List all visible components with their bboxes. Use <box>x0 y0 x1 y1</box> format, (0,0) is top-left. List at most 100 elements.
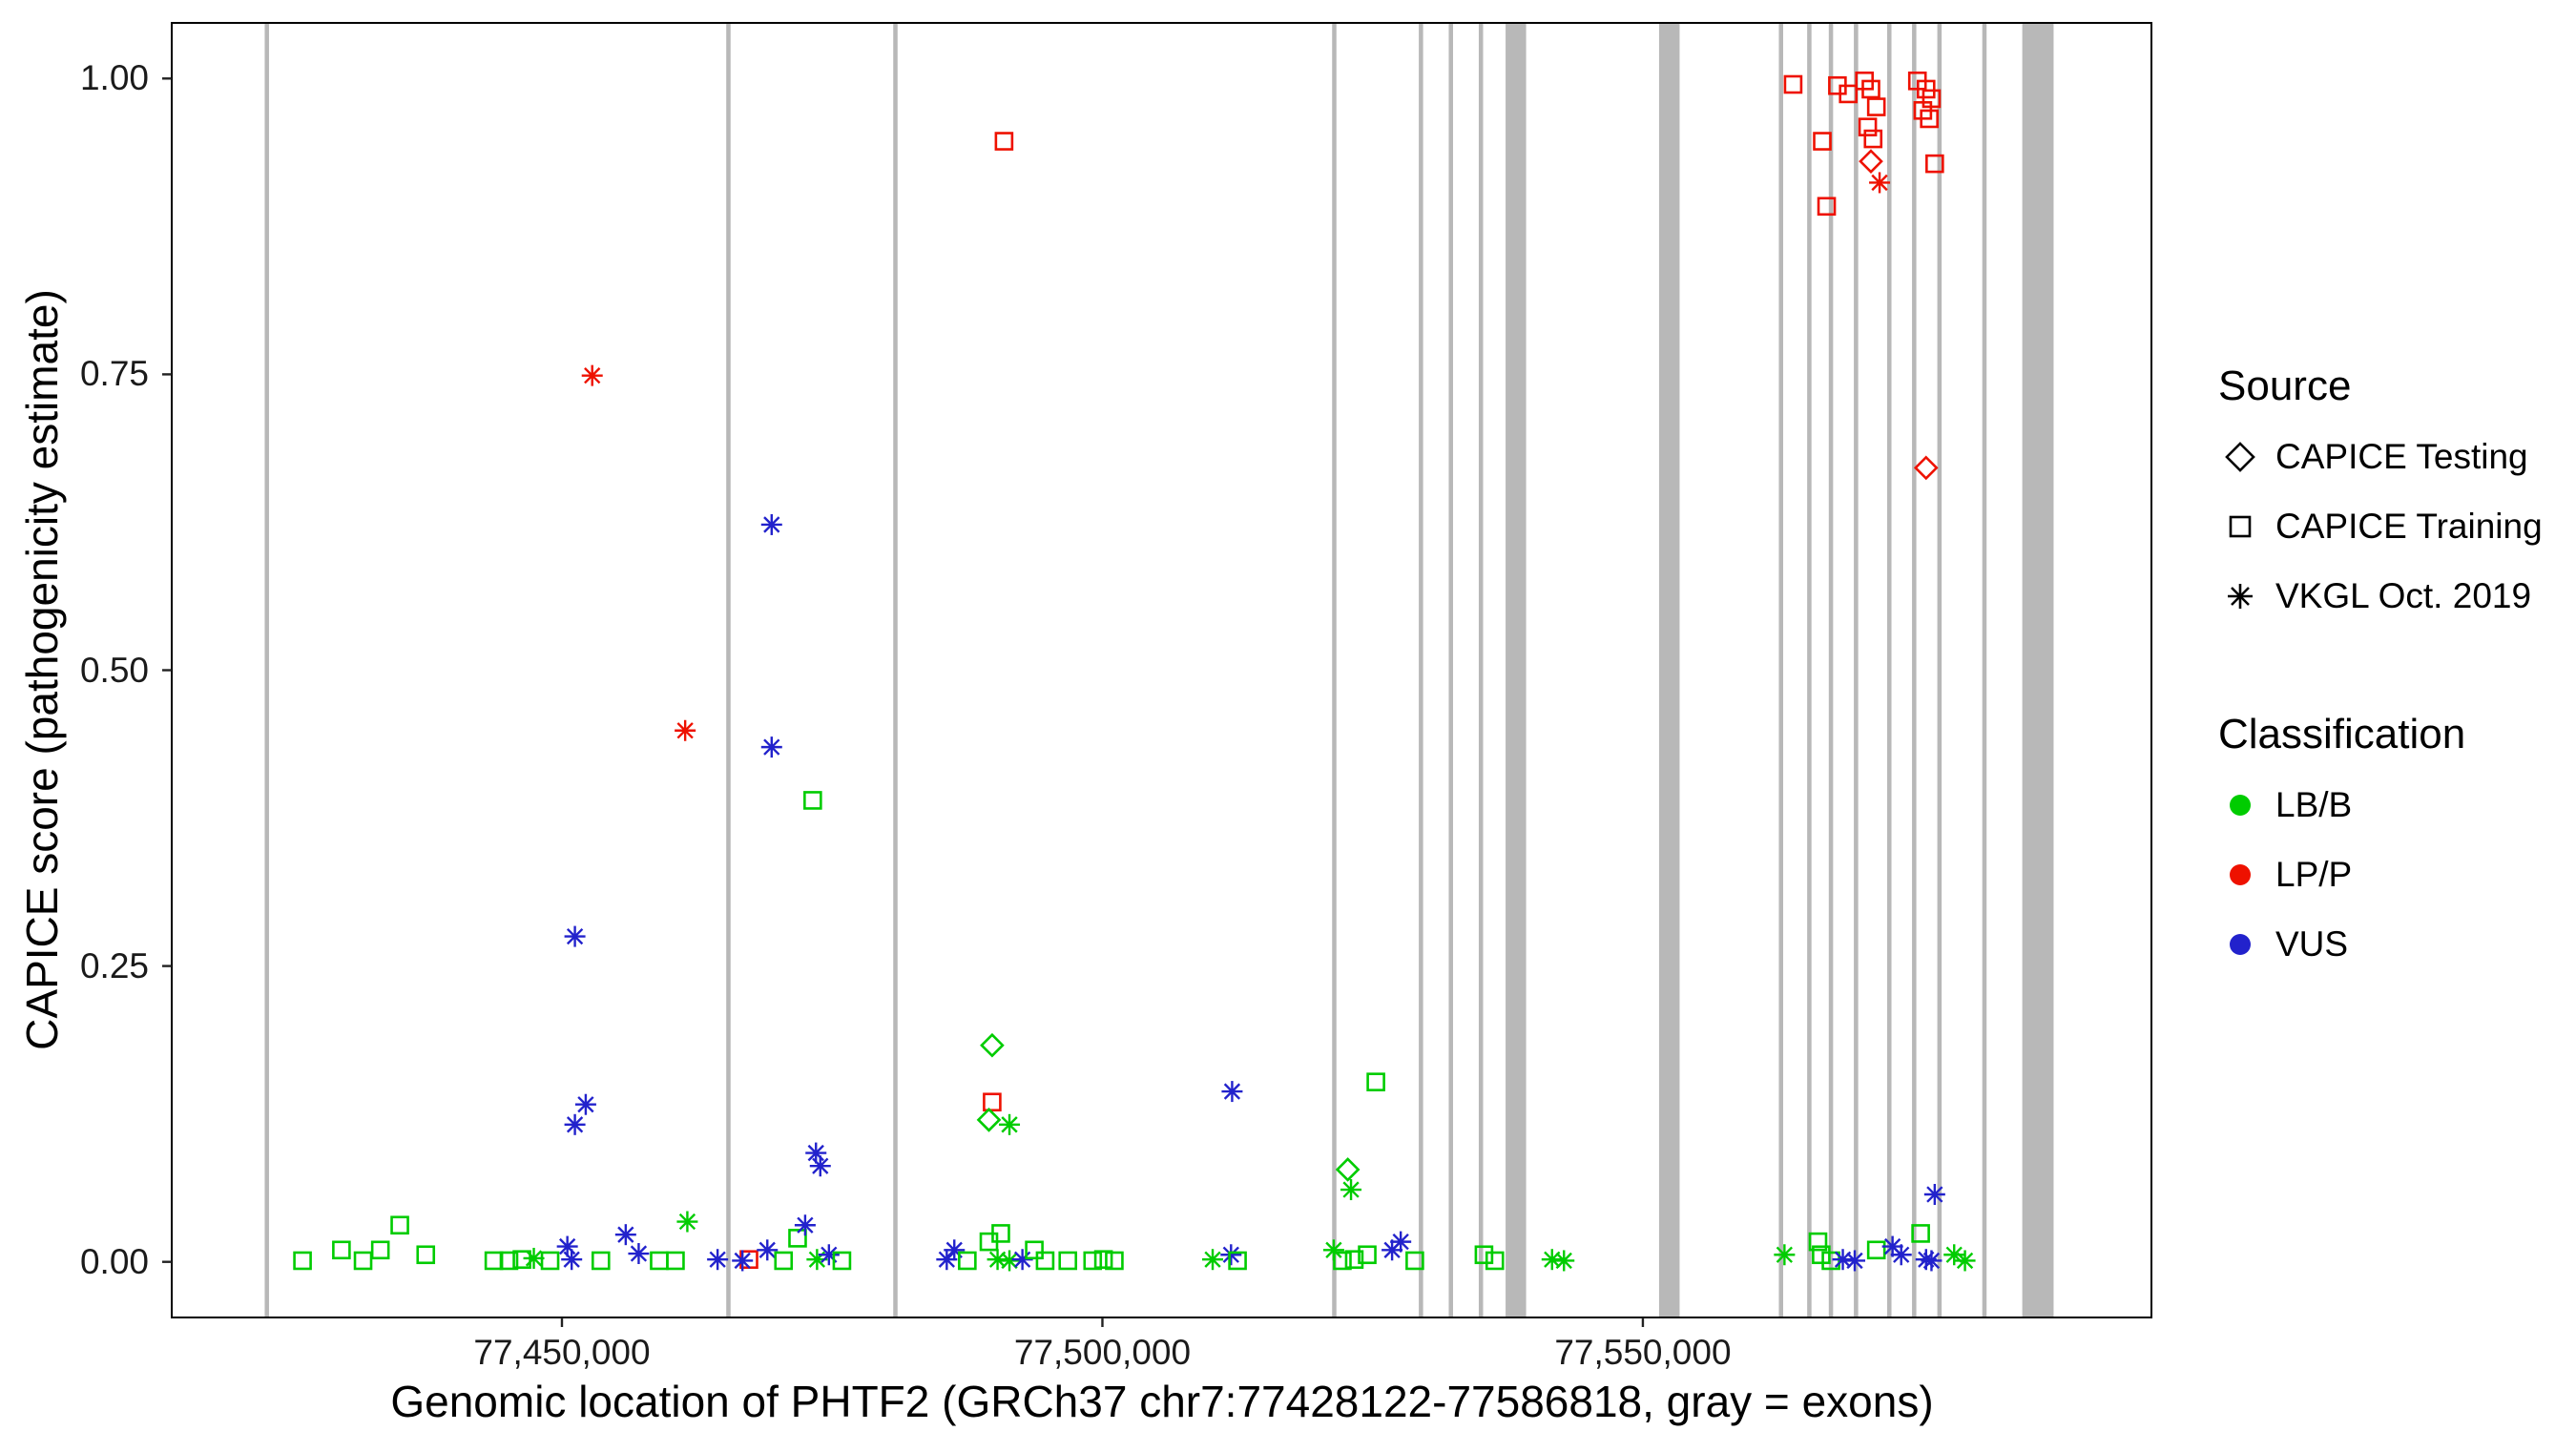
data-point-square <box>1866 1240 1886 1260</box>
data-point-asterisk <box>1220 1244 1242 1266</box>
exon-band <box>1506 23 1527 1317</box>
legend-item-capice-testing: CAPICE Testing <box>2218 422 2571 491</box>
data-point-asterisk <box>794 1214 816 1236</box>
legend-item-vkgl: VKGL Oct. 2019 <box>2218 561 2571 631</box>
data-point-asterisk <box>1011 1249 1033 1271</box>
diamond-icon <box>2218 435 2262 479</box>
data-point-square <box>1025 1240 1044 1260</box>
exon-band <box>1778 23 1784 1317</box>
data-point-square <box>293 1251 312 1271</box>
data-point-square <box>666 1251 685 1271</box>
data-point-asterisk <box>809 1155 831 1177</box>
data-point-square <box>1817 197 1837 217</box>
y-tick-label: 0.25 <box>79 945 149 985</box>
data-point-square <box>1083 1251 1103 1271</box>
data-point-asterisk <box>1921 1250 1942 1272</box>
data-point-square <box>1813 132 1832 151</box>
data-point-square <box>1105 1251 1124 1271</box>
x-tick-label: 77,500,000 <box>1013 1333 1192 1372</box>
data-point-asterisk <box>1923 1183 1945 1205</box>
data-point-square <box>1358 1245 1377 1265</box>
data-point-square <box>1366 1072 1385 1091</box>
exon-band <box>1478 23 1484 1317</box>
data-point-asterisk <box>1890 1244 1912 1266</box>
data-point-square <box>774 1251 794 1271</box>
data-point-asterisk <box>760 513 782 535</box>
data-point-square <box>1911 1224 1930 1243</box>
data-point-asterisk <box>1221 1081 1243 1103</box>
exon-band <box>1828 23 1834 1317</box>
data-point-diamond <box>1913 455 1939 481</box>
data-point-square <box>991 1224 1010 1243</box>
exon-band <box>2022 23 2054 1317</box>
data-point-square <box>1058 1251 1078 1271</box>
exon-band <box>1982 23 1987 1317</box>
data-point-square <box>1863 129 1883 149</box>
data-point-asterisk <box>581 364 603 386</box>
legend-item-lpp: LP/P <box>2218 840 2571 909</box>
data-point-diamond <box>1335 1157 1361 1182</box>
x-tick-label: 77,550,000 <box>1554 1333 1732 1372</box>
legend: Source CAPICE Testing CAPICE Training <box>2218 351 2571 979</box>
red-dot-icon <box>2218 853 2262 897</box>
y-tick-label: 0.50 <box>79 650 149 690</box>
data-point-square <box>788 1229 807 1248</box>
legend-classification-title: Classification <box>2218 711 2466 757</box>
data-point-square <box>1839 84 1859 104</box>
data-point-asterisk <box>1322 1239 1344 1261</box>
y-tick-label: 0.00 <box>79 1241 149 1281</box>
data-point-square <box>1405 1251 1424 1271</box>
data-point-asterisk <box>999 1113 1021 1135</box>
legend-item-label: VUS <box>2275 923 2349 964</box>
data-point-asterisk <box>707 1249 729 1271</box>
data-point-asterisk <box>564 1113 586 1135</box>
data-point-square <box>983 1092 1002 1112</box>
legend-item-vus: VUS <box>2218 909 2571 979</box>
legend-item-label: LP/P <box>2275 854 2353 894</box>
y-tick-label: 0.75 <box>79 354 149 394</box>
data-point-square <box>1925 154 1944 174</box>
data-point-square <box>332 1240 351 1260</box>
data-point-asterisk <box>818 1244 840 1266</box>
data-point-asterisk <box>936 1249 958 1271</box>
data-point-square <box>994 132 1014 151</box>
exon-band <box>1658 23 1680 1317</box>
exon-band <box>264 23 269 1317</box>
x-tick-label: 77,450,000 <box>473 1333 651 1372</box>
data-point-asterisk <box>676 1211 698 1233</box>
data-point-asterisk <box>614 1224 636 1246</box>
data-point-asterisk <box>675 719 696 741</box>
data-point-asterisk <box>1202 1249 1224 1271</box>
data-point-square <box>484 1251 504 1271</box>
data-point-square <box>370 1240 390 1260</box>
data-point-square <box>1916 79 1936 99</box>
data-point-asterisk <box>1844 1250 1866 1272</box>
data-point-asterisk <box>944 1239 966 1261</box>
legend-item-capice-training: CAPICE Training <box>2218 491 2571 561</box>
data-point-square <box>1344 1250 1364 1270</box>
data-point-asterisk <box>1954 1250 1976 1272</box>
blue-dot-icon <box>2218 923 2262 966</box>
exon-band <box>1419 23 1423 1317</box>
data-point-square <box>540 1251 560 1271</box>
data-point-square <box>353 1251 373 1271</box>
y-tick-label: 1.00 <box>79 58 149 98</box>
data-point-diamond <box>976 1108 1002 1132</box>
exon-band <box>1937 23 1942 1317</box>
exon-band <box>1448 23 1454 1317</box>
data-point-square <box>958 1251 977 1271</box>
square-icon <box>2218 505 2262 549</box>
data-point-asterisk <box>760 736 782 758</box>
data-point-asterisk <box>1541 1249 1563 1271</box>
data-point-square <box>1035 1251 1055 1271</box>
data-point-square <box>1920 109 1939 129</box>
data-point-square <box>416 1245 436 1265</box>
data-point-asterisk <box>1553 1250 1575 1272</box>
data-point-square <box>1474 1245 1494 1265</box>
data-point-asterisk <box>1390 1231 1412 1253</box>
data-point-square <box>1858 117 1878 136</box>
data-point-square <box>1228 1251 1247 1271</box>
data-point-square <box>1093 1250 1113 1270</box>
data-point-asterisk <box>628 1243 650 1265</box>
